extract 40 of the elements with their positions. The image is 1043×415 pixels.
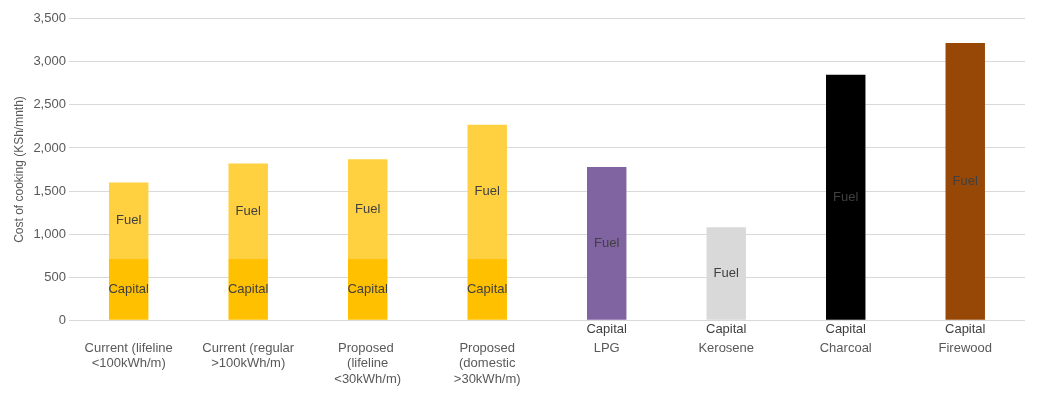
series-label: Capital	[108, 280, 150, 296]
text: Capital	[825, 320, 866, 336]
x-tick-label: LPG	[593, 339, 620, 355]
x-tick-label: Kerosene	[698, 339, 755, 355]
text: Capital	[945, 320, 986, 336]
y-tick-label: 2,500	[33, 96, 66, 112]
x-tick-label: Proposed (lifeline <30kWh/m)	[334, 339, 402, 386]
y-tick-label: 500	[44, 268, 66, 284]
y-tick-label: 1,000	[33, 225, 66, 241]
text: Fuel	[116, 212, 142, 228]
y-tick-label: 0	[58, 311, 66, 327]
y-tick-label: 3,000	[33, 53, 66, 69]
bar	[108, 259, 149, 320]
bar	[467, 124, 507, 260]
text: Fuel	[474, 183, 500, 199]
series-label: Fuel	[355, 200, 381, 216]
y-tick-label: 1,500	[33, 182, 66, 198]
text: Capital	[347, 280, 388, 296]
text: Fuel	[833, 188, 859, 204]
text: Fuel	[952, 172, 978, 188]
text: Fuel	[713, 265, 739, 281]
bar	[826, 74, 866, 320]
bar	[108, 182, 149, 260]
x-tick-label: Firewood	[938, 339, 992, 355]
bar	[347, 159, 388, 260]
bar	[587, 166, 627, 320]
y-axis-title: Cost of cooking (KSh/mnth)	[11, 96, 26, 243]
bar	[228, 163, 268, 260]
bar	[945, 42, 985, 320]
x-tick-label: Current (lifeline <100kWh/m)	[84, 339, 173, 371]
x-tick-label: Proposed (domestic >30kWh/m)	[453, 339, 521, 386]
text: Capital	[705, 320, 747, 336]
text: Fuel	[594, 234, 620, 250]
bar	[347, 259, 388, 320]
y-tick-label: 2,000	[33, 139, 66, 155]
x-tick-label: Current (regular >100kWh/m)	[202, 339, 295, 371]
y-tick-label: 3,500	[33, 10, 66, 26]
x-tick-label: Charcoal	[819, 339, 872, 355]
text: Fuel	[235, 202, 261, 218]
text: Capital	[586, 320, 627, 336]
